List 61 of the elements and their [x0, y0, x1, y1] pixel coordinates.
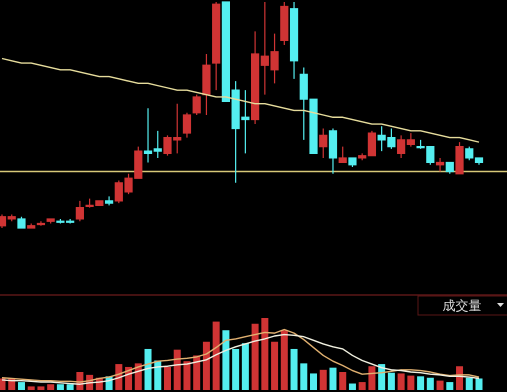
bar: [261, 318, 268, 390]
bar: [368, 366, 376, 390]
bar: [66, 384, 74, 390]
candlestick: [290, 1, 298, 80]
bar: [202, 342, 210, 390]
bar: [300, 363, 308, 390]
bar: [212, 322, 220, 390]
bar: [183, 361, 190, 390]
bar: [446, 382, 454, 390]
bar: [47, 384, 54, 390]
candlestick: [27, 222, 36, 229]
candlestick: [338, 146, 347, 164]
bar: [348, 384, 356, 390]
candlestick: [17, 216, 26, 229]
bar: [144, 348, 152, 390]
candlestick: [192, 94, 201, 116]
bar: [271, 342, 278, 390]
bar: [193, 355, 200, 390]
bar: [476, 378, 482, 390]
candlestick: [319, 128, 328, 159]
bar: [242, 343, 249, 390]
bar: [164, 366, 171, 390]
bar: [436, 380, 444, 390]
text: 成交量: [442, 298, 482, 314]
bar: [37, 386, 44, 390]
candlestick: [328, 128, 338, 174]
bar: [280, 330, 288, 390]
bar: [252, 324, 259, 390]
candlestick: [397, 134, 406, 159]
candlestick: [406, 132, 415, 148]
bar: [56, 384, 64, 390]
candlestick: [212, 1, 220, 91]
bar: [174, 350, 181, 390]
bar: [222, 330, 230, 390]
bar: [426, 378, 434, 390]
bar: [290, 348, 298, 390]
bar: [232, 348, 240, 390]
bar: [388, 372, 395, 390]
bar: [358, 382, 366, 390]
bar: [18, 382, 25, 390]
candlestick: [436, 157, 444, 172]
bar: [310, 373, 318, 390]
bar: [417, 376, 424, 390]
candlestick: [280, 1, 288, 46]
candlestick: [104, 196, 114, 206]
bar: [320, 370, 327, 390]
bar: [329, 368, 336, 390]
bar: [466, 378, 473, 390]
candlestick: [202, 53, 211, 116]
bar: [339, 372, 346, 390]
candlestick: [182, 112, 192, 138]
candlestick: [241, 90, 250, 154]
candlestick: [446, 162, 454, 174]
bar: [407, 376, 414, 390]
candlestick: [455, 142, 464, 174]
bar: [398, 373, 405, 390]
candlestick: [76, 200, 84, 222]
bar: [28, 386, 35, 390]
candlestick: [36, 220, 46, 226]
candlestick: [348, 157, 357, 168]
candlestick: [46, 218, 55, 224]
